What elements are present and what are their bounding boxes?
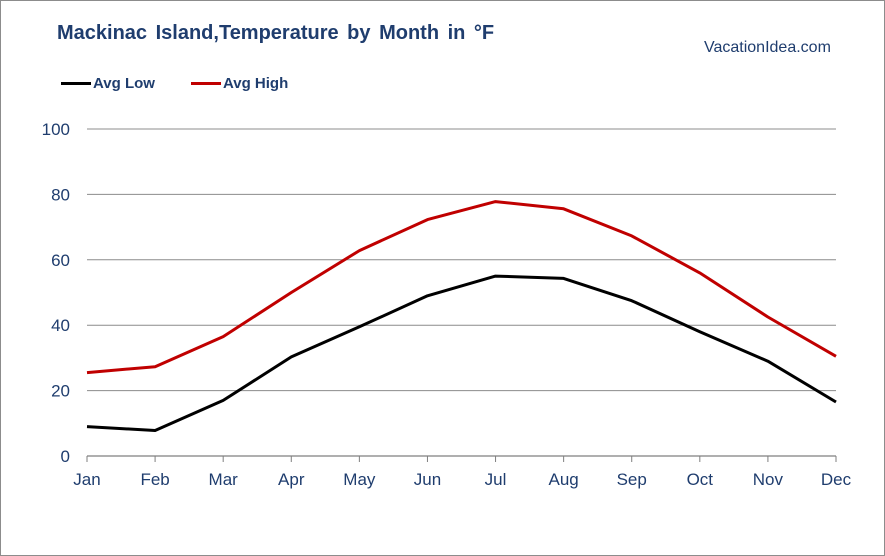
y-tick-label-40: 40 <box>51 316 70 335</box>
x-tick-label-sep: Sep <box>617 470 647 489</box>
x-tick-label-apr: Apr <box>278 470 305 489</box>
source-watermark: VacationIdea.com <box>704 39 831 56</box>
y-tick-label-60: 60 <box>51 251 70 270</box>
x-tick-label-oct: Oct <box>687 470 714 489</box>
chart-title: Mackinac Island,Temperature by Month in … <box>57 22 495 44</box>
x-tick-label-jun: Jun <box>414 470 441 489</box>
x-tick-label-aug: Aug <box>549 470 579 489</box>
legend-label-avg-high: Avg High <box>222 75 289 92</box>
x-tick-label-feb: Feb <box>140 470 169 489</box>
x-tick-label-jul: Jul <box>485 470 507 489</box>
legend-item-avg-low: Avg Low <box>61 75 155 92</box>
x-tick-label-mar: Mar <box>209 470 239 489</box>
legend-swatch-avg-high <box>190 82 221 85</box>
y-tick-label-0: 0 <box>61 447 70 466</box>
y-tick-label-80: 80 <box>51 185 70 204</box>
y-tick-label-100: 100 <box>42 120 70 139</box>
series-line-avg-low <box>86 274 837 432</box>
legend-swatch-avg-low <box>61 82 91 85</box>
legend-item-avg-high: Avg High <box>190 75 289 92</box>
series-line-avg-high <box>86 200 837 375</box>
chart-legend: Avg Low Avg High <box>61 75 324 92</box>
y-tick-label-20: 20 <box>51 382 70 401</box>
x-tick-label-dec: Dec <box>821 470 852 489</box>
x-tick-label-jan: Jan <box>73 470 100 489</box>
legend-label-avg-low: Avg Low <box>93 75 155 92</box>
x-tick-label-may: May <box>343 470 376 489</box>
x-tick-label-nov: Nov <box>753 470 784 489</box>
